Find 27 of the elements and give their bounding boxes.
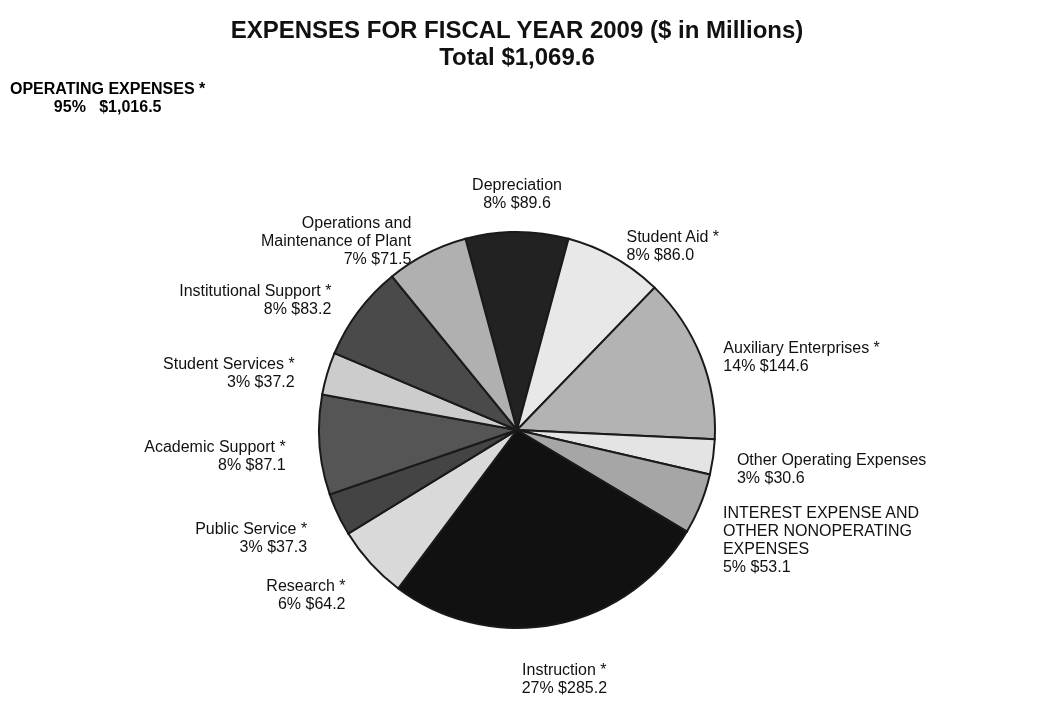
- slice-label: Auxiliary Enterprises *: [723, 339, 880, 357]
- slice-label: Public Service *: [195, 520, 308, 537]
- data-label: 27% $285.2: [521, 679, 608, 697]
- data-label: 8% $86.0: [626, 245, 695, 263]
- text: OPERATING EXPENSES * 95% $1,016.5: [10, 80, 206, 116]
- slice-label: Institutional Support *: [179, 281, 332, 299]
- slice-label: Depreciation: [472, 176, 562, 193]
- chart-subtitle: Total $1,069.6: [439, 43, 595, 70]
- slice-label: Student Aid *: [626, 227, 720, 245]
- data-label: 6% $64.2: [277, 595, 346, 613]
- data-label: 7% $71.5: [343, 250, 412, 268]
- slice-label: Operations and Maintenance of Plant: [260, 214, 412, 250]
- data-label: 5% $53.1: [722, 557, 791, 575]
- slice-label: Academic Support *: [144, 438, 286, 456]
- data-label: 3% $30.6: [736, 469, 805, 487]
- data-label: 3% $37.3: [239, 538, 308, 555]
- slice-label: INTEREST EXPENSE AND OTHER NONOPERATING EXPENSES: [722, 503, 920, 557]
- slice-label: Other Operating Expenses: [736, 451, 927, 469]
- data-label: 3% $37.2: [227, 372, 295, 390]
- slice-label: Instruction *: [522, 661, 607, 679]
- chart-title: EXPENSES FOR FISCAL YEAR 2009 ($ in Millions): [230, 16, 804, 43]
- slice-label: Research *: [266, 577, 346, 595]
- data-label: 8% $83.2: [263, 299, 332, 317]
- data-label: 8% $87.1: [218, 456, 286, 474]
- data-label: 8% $89.6: [483, 194, 551, 211]
- slice-label: Student Services *: [163, 354, 295, 372]
- data-label: 14% $144.6: [723, 357, 809, 375]
